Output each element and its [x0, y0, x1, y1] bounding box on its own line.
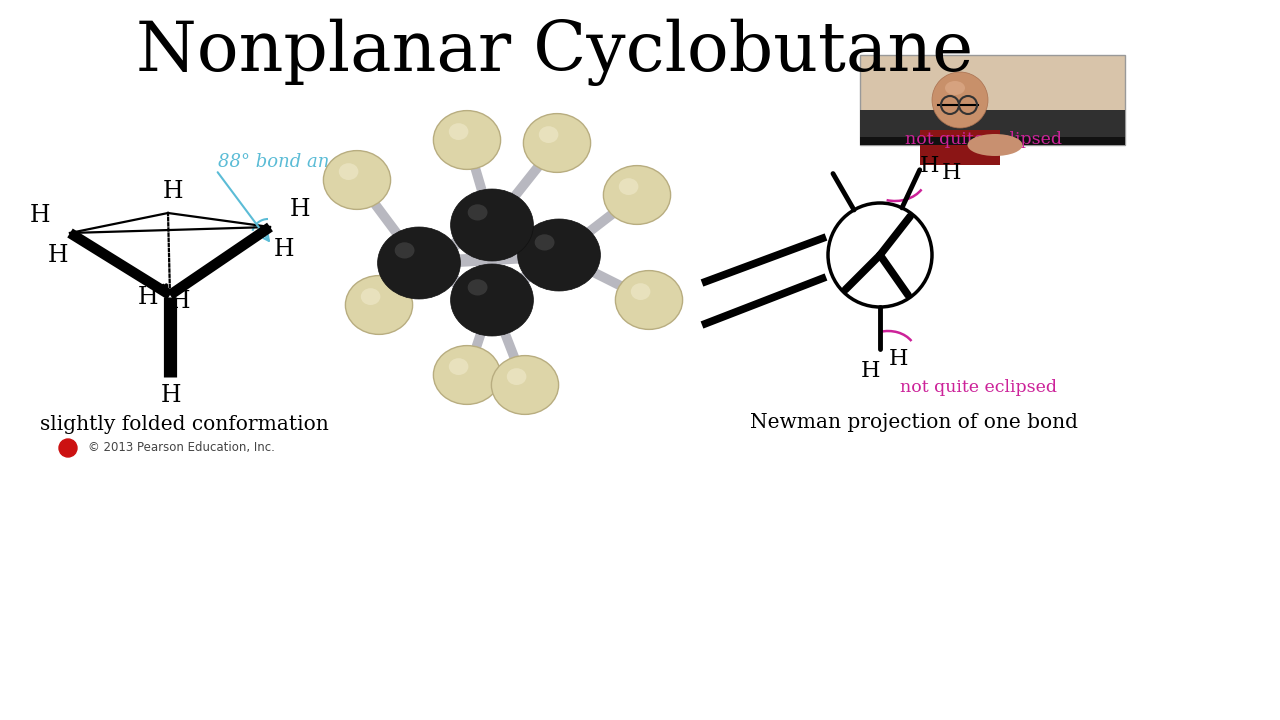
Text: Newman projection of one bond: Newman projection of one bond [750, 413, 1078, 433]
FancyBboxPatch shape [860, 55, 1125, 145]
Ellipse shape [507, 368, 526, 385]
Ellipse shape [945, 81, 965, 95]
Ellipse shape [467, 204, 488, 220]
Text: © 2013 Pearson Education, Inc.: © 2013 Pearson Education, Inc. [88, 441, 275, 454]
FancyBboxPatch shape [860, 137, 1125, 145]
Ellipse shape [434, 111, 500, 169]
Ellipse shape [361, 288, 380, 305]
Text: H: H [920, 155, 940, 177]
Ellipse shape [394, 243, 415, 258]
Text: not quite eclipsed: not quite eclipsed [900, 379, 1057, 395]
Ellipse shape [517, 219, 600, 291]
FancyBboxPatch shape [860, 110, 1125, 145]
Text: slightly folded conformation: slightly folded conformation [40, 415, 329, 434]
Text: 88° bond angles: 88° bond angles [218, 153, 366, 171]
Ellipse shape [535, 234, 554, 251]
Ellipse shape [631, 283, 650, 300]
FancyBboxPatch shape [920, 130, 1000, 165]
Text: H: H [888, 348, 908, 370]
Text: H: H [47, 243, 68, 266]
Ellipse shape [618, 179, 639, 195]
Text: H: H [29, 204, 50, 227]
Text: H: H [860, 360, 879, 382]
Ellipse shape [451, 189, 534, 261]
Text: H: H [170, 289, 191, 312]
Ellipse shape [539, 126, 558, 143]
Circle shape [932, 72, 988, 128]
Ellipse shape [434, 346, 500, 405]
Ellipse shape [603, 166, 671, 225]
Text: H: H [289, 197, 310, 220]
Ellipse shape [492, 356, 558, 415]
Text: H: H [163, 179, 183, 202]
Text: not quite eclipsed: not quite eclipsed [905, 132, 1062, 148]
Text: H: H [274, 238, 294, 261]
Circle shape [59, 439, 77, 457]
Ellipse shape [451, 264, 534, 336]
Ellipse shape [449, 123, 468, 140]
Ellipse shape [339, 163, 358, 180]
Ellipse shape [449, 359, 468, 375]
Text: Nonplanar Cyclobutane: Nonplanar Cyclobutane [137, 18, 974, 86]
Ellipse shape [378, 227, 461, 299]
Text: H: H [942, 162, 961, 184]
Ellipse shape [524, 114, 590, 172]
Ellipse shape [324, 150, 390, 210]
Ellipse shape [467, 279, 488, 295]
Text: H: H [138, 286, 159, 308]
Ellipse shape [968, 134, 1023, 156]
Ellipse shape [616, 271, 682, 329]
Ellipse shape [346, 276, 412, 334]
Text: H: H [161, 384, 182, 407]
